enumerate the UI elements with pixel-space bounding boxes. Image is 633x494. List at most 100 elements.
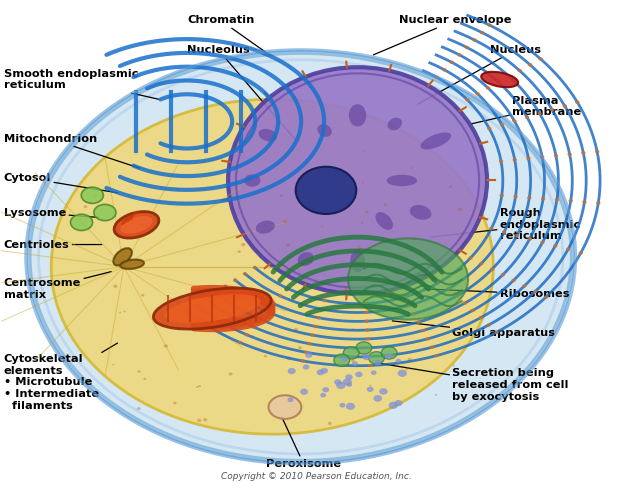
Ellipse shape: [304, 351, 308, 354]
Text: Nucleolus: Nucleolus: [187, 45, 294, 139]
Ellipse shape: [540, 155, 544, 159]
Ellipse shape: [244, 174, 261, 187]
Ellipse shape: [203, 418, 207, 421]
Ellipse shape: [563, 104, 567, 108]
Ellipse shape: [313, 325, 318, 328]
Ellipse shape: [420, 132, 451, 150]
Ellipse shape: [554, 154, 558, 158]
Ellipse shape: [361, 222, 363, 224]
Ellipse shape: [343, 347, 359, 359]
Ellipse shape: [540, 241, 544, 244]
Ellipse shape: [29, 52, 572, 461]
Ellipse shape: [425, 337, 430, 340]
Ellipse shape: [305, 352, 313, 358]
Ellipse shape: [296, 166, 356, 214]
Ellipse shape: [321, 226, 323, 227]
Ellipse shape: [194, 303, 198, 307]
Ellipse shape: [153, 288, 271, 329]
Ellipse shape: [487, 127, 491, 130]
Ellipse shape: [499, 123, 504, 126]
Ellipse shape: [223, 285, 228, 288]
Ellipse shape: [487, 323, 491, 327]
Ellipse shape: [496, 81, 501, 84]
Ellipse shape: [339, 403, 346, 408]
Ellipse shape: [553, 244, 558, 247]
Ellipse shape: [465, 46, 469, 49]
Ellipse shape: [365, 329, 370, 332]
Ellipse shape: [363, 302, 367, 305]
Ellipse shape: [355, 371, 363, 377]
Ellipse shape: [374, 360, 381, 365]
Ellipse shape: [141, 294, 144, 296]
Ellipse shape: [177, 189, 180, 191]
Ellipse shape: [287, 397, 294, 402]
Ellipse shape: [280, 195, 283, 197]
Ellipse shape: [258, 318, 263, 321]
Ellipse shape: [368, 352, 384, 364]
Ellipse shape: [375, 212, 393, 230]
Ellipse shape: [407, 304, 411, 307]
Ellipse shape: [356, 342, 372, 354]
Ellipse shape: [303, 365, 310, 370]
Ellipse shape: [199, 385, 201, 387]
Ellipse shape: [348, 239, 468, 320]
Ellipse shape: [84, 205, 87, 208]
Ellipse shape: [367, 355, 372, 358]
Ellipse shape: [341, 357, 348, 362]
Ellipse shape: [335, 205, 339, 208]
Ellipse shape: [349, 104, 367, 126]
Ellipse shape: [251, 325, 256, 329]
Text: Golgi apparatus: Golgi apparatus: [392, 321, 555, 338]
Ellipse shape: [112, 364, 114, 366]
Ellipse shape: [387, 118, 402, 130]
Ellipse shape: [334, 354, 349, 367]
Ellipse shape: [301, 359, 305, 363]
Ellipse shape: [595, 150, 599, 153]
Ellipse shape: [513, 158, 517, 162]
Ellipse shape: [449, 185, 452, 188]
Ellipse shape: [398, 370, 407, 377]
Ellipse shape: [566, 247, 570, 251]
Ellipse shape: [258, 129, 277, 141]
Ellipse shape: [421, 329, 425, 332]
Ellipse shape: [184, 310, 188, 313]
Ellipse shape: [118, 193, 121, 195]
Ellipse shape: [527, 237, 532, 241]
Ellipse shape: [268, 395, 301, 419]
Ellipse shape: [353, 188, 356, 192]
Ellipse shape: [286, 244, 291, 247]
Text: Secretion being
released from cell
by exocytosis: Secretion being released from cell by ex…: [377, 363, 569, 402]
Ellipse shape: [350, 250, 365, 272]
Ellipse shape: [525, 116, 529, 119]
Ellipse shape: [370, 385, 372, 386]
Ellipse shape: [454, 294, 459, 297]
Ellipse shape: [320, 368, 328, 373]
Ellipse shape: [411, 312, 416, 316]
Text: Centrosome
matrix: Centrosome matrix: [4, 272, 111, 300]
Ellipse shape: [403, 295, 407, 299]
Ellipse shape: [114, 211, 159, 238]
Ellipse shape: [236, 145, 239, 148]
Ellipse shape: [458, 207, 462, 211]
Ellipse shape: [539, 57, 543, 61]
Ellipse shape: [522, 284, 527, 288]
Ellipse shape: [113, 285, 118, 288]
Ellipse shape: [346, 403, 355, 410]
Ellipse shape: [264, 355, 267, 358]
Ellipse shape: [396, 359, 401, 363]
Ellipse shape: [197, 419, 201, 422]
Ellipse shape: [81, 187, 103, 204]
Ellipse shape: [575, 100, 580, 104]
Ellipse shape: [448, 311, 451, 313]
Ellipse shape: [596, 202, 601, 205]
Ellipse shape: [363, 150, 365, 152]
Text: Centrioles: Centrioles: [4, 240, 102, 249]
Ellipse shape: [389, 402, 398, 409]
Ellipse shape: [367, 387, 373, 392]
Ellipse shape: [123, 311, 126, 312]
Text: Peroxisome: Peroxisome: [266, 417, 341, 469]
Ellipse shape: [163, 344, 168, 348]
Ellipse shape: [411, 167, 413, 169]
Ellipse shape: [173, 402, 177, 405]
Ellipse shape: [528, 63, 532, 67]
